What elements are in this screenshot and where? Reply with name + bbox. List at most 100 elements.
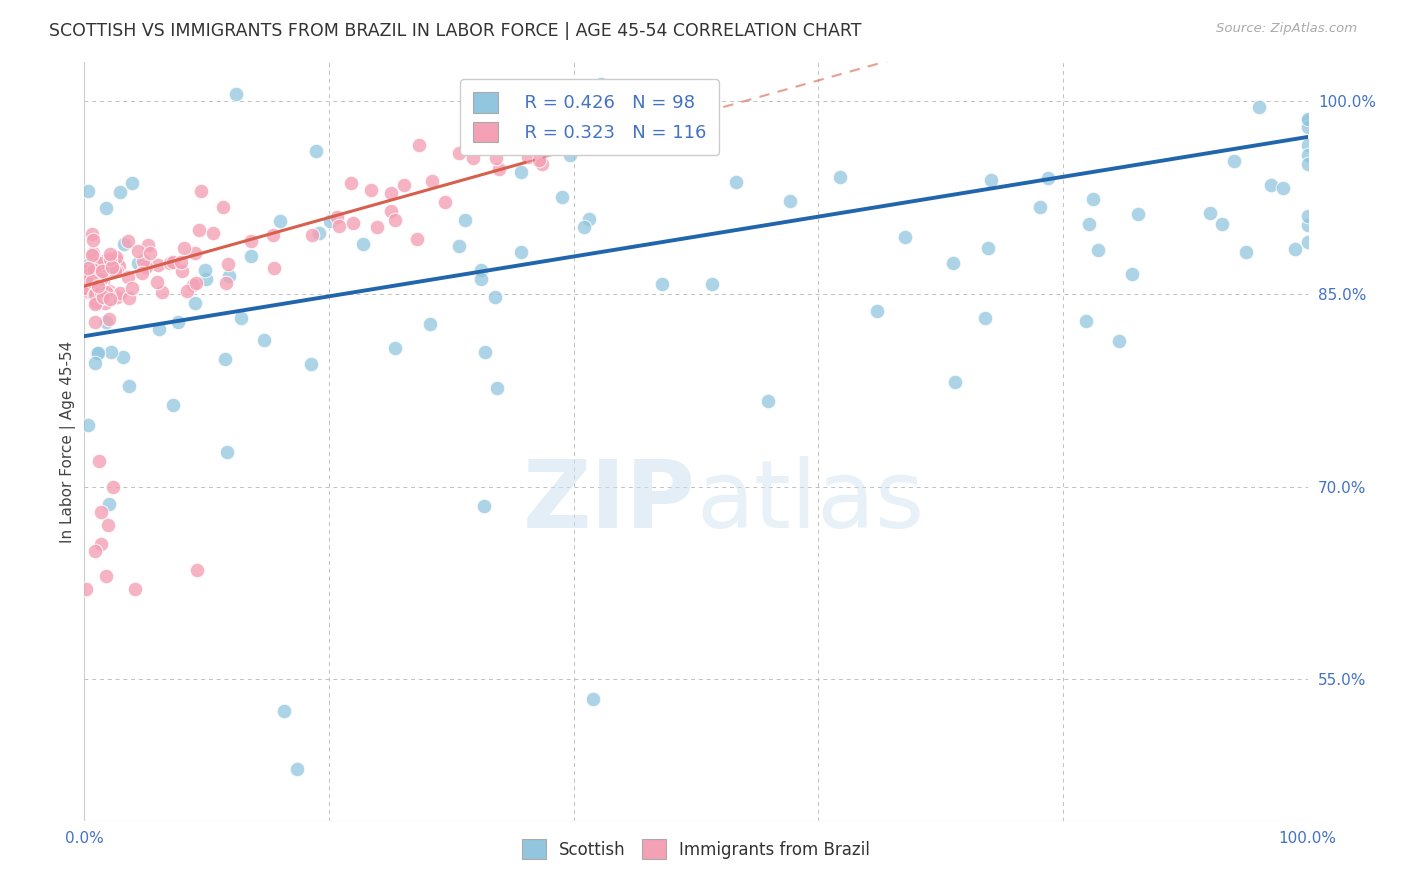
Point <box>96 201 118 215</box>
Point <box>91 264 114 278</box>
Point <box>83 263 105 277</box>
Point <box>181 278 204 293</box>
Point <box>488 161 510 176</box>
Point <box>239 234 262 248</box>
Point <box>91 290 114 304</box>
Point <box>725 175 748 189</box>
Point <box>91 277 114 291</box>
Point <box>86 345 108 359</box>
Point <box>86 279 108 293</box>
Point <box>82 233 104 247</box>
Point <box>702 277 724 292</box>
Point <box>98 252 121 267</box>
Point <box>202 227 225 241</box>
Point <box>1081 192 1104 206</box>
Point <box>980 173 1002 187</box>
Point <box>340 176 363 190</box>
Point <box>105 289 128 303</box>
Point <box>1296 137 1319 152</box>
Point <box>80 227 103 241</box>
Point <box>651 277 673 291</box>
Point <box>83 288 105 302</box>
Point <box>218 269 240 284</box>
Point <box>273 705 295 719</box>
Point <box>148 322 170 336</box>
Point <box>1038 170 1060 185</box>
Point <box>217 257 239 271</box>
Point <box>1296 235 1319 249</box>
Point <box>169 255 191 269</box>
Point <box>1087 244 1109 258</box>
Point <box>187 222 209 236</box>
Point <box>1296 112 1319 127</box>
Point <box>1296 148 1319 162</box>
Point <box>380 186 402 201</box>
Point <box>408 138 430 153</box>
Point <box>97 497 120 511</box>
Point <box>75 582 97 597</box>
Point <box>184 276 207 290</box>
Point <box>1199 205 1222 219</box>
Point <box>779 194 801 208</box>
Legend: Scottish, Immigrants from Brazil: Scottish, Immigrants from Brazil <box>516 833 876 865</box>
Point <box>80 274 103 288</box>
Point <box>582 691 605 706</box>
Point <box>485 151 508 165</box>
Point <box>285 762 308 776</box>
Point <box>1128 207 1150 221</box>
Point <box>527 89 550 103</box>
Point <box>229 311 252 326</box>
Point <box>118 379 141 393</box>
Point <box>1029 200 1052 214</box>
Point <box>84 295 107 310</box>
Point <box>457 138 479 153</box>
Point <box>86 278 108 293</box>
Point <box>98 292 121 306</box>
Point <box>328 219 350 233</box>
Point <box>162 255 184 269</box>
Point <box>1223 153 1246 168</box>
Point <box>225 87 247 101</box>
Point <box>1260 178 1282 192</box>
Point <box>89 256 111 270</box>
Point <box>87 277 110 291</box>
Point <box>148 258 170 272</box>
Point <box>326 211 349 225</box>
Point <box>93 253 115 268</box>
Point <box>135 260 157 274</box>
Point <box>574 220 596 235</box>
Point <box>90 537 112 551</box>
Point <box>112 236 135 251</box>
Point <box>1236 244 1258 259</box>
Point <box>894 230 917 244</box>
Point <box>560 148 582 162</box>
Point <box>1108 334 1130 348</box>
Text: ZIP: ZIP <box>523 456 696 549</box>
Point <box>91 286 114 301</box>
Point <box>866 304 889 318</box>
Point <box>90 286 112 301</box>
Point <box>107 264 129 278</box>
Point <box>79 266 101 280</box>
Y-axis label: In Labor Force | Age 45-54: In Labor Force | Age 45-54 <box>60 341 76 542</box>
Point <box>83 356 105 370</box>
Point <box>517 150 540 164</box>
Text: Source: ZipAtlas.com: Source: ZipAtlas.com <box>1216 22 1357 36</box>
Point <box>183 246 205 260</box>
Point <box>830 170 852 185</box>
Point <box>108 185 131 199</box>
Point <box>98 247 121 261</box>
Point <box>94 290 117 304</box>
Point <box>121 280 143 294</box>
Point <box>214 351 236 366</box>
Point <box>132 253 155 268</box>
Point <box>136 238 159 252</box>
Point <box>1284 242 1306 256</box>
Point <box>352 236 374 251</box>
Point <box>474 345 496 359</box>
Point <box>94 315 117 329</box>
Point <box>94 285 117 299</box>
Point <box>1247 100 1270 114</box>
Point <box>384 213 406 227</box>
Point <box>184 296 207 310</box>
